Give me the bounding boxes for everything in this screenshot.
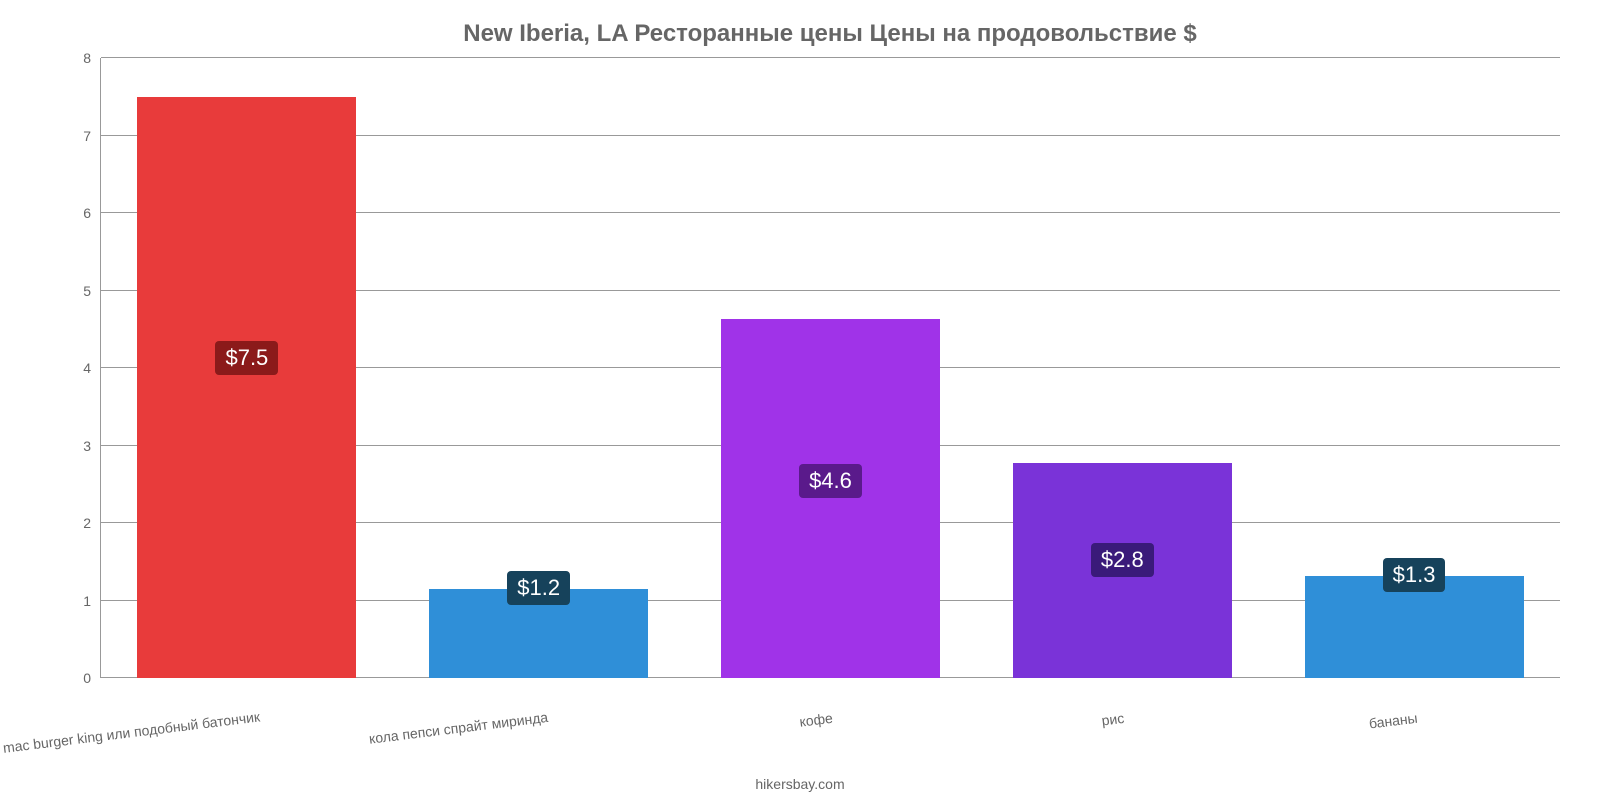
chart-container: New Iberia, LA Ресторанные цены Цены на … <box>0 0 1600 800</box>
bar: $4.6 <box>721 319 940 678</box>
bar-value-label: $7.5 <box>215 341 278 375</box>
bar: $1.2 <box>429 589 648 678</box>
y-tick-label: 2 <box>83 515 101 531</box>
y-tick-label: 1 <box>83 593 101 609</box>
y-tick-label: 4 <box>83 360 101 376</box>
bar-value-label: $1.2 <box>507 571 570 605</box>
chart-title: New Iberia, LA Ресторанные цены Цены на … <box>100 20 1560 48</box>
x-axis-label: кофе <box>799 710 834 730</box>
y-tick-label: 8 <box>83 50 101 66</box>
x-axis-labels: mac burger king или подобный батончиккол… <box>100 710 1560 760</box>
plot-area: 012345678 $7.5$1.2$4.6$2.8$1.3 <box>100 58 1560 678</box>
x-axis-label: бананы <box>1368 710 1418 732</box>
x-axis-label: рис <box>1101 710 1125 729</box>
bar: $2.8 <box>1013 463 1232 678</box>
y-tick-label: 0 <box>83 670 101 686</box>
x-label-slot: бананы <box>1268 710 1560 760</box>
x-label-slot: кофе <box>684 710 976 760</box>
y-tick-label: 3 <box>83 438 101 454</box>
bar-value-label: $2.8 <box>1091 543 1154 577</box>
bar-slot: $2.8 <box>976 58 1268 678</box>
bar-value-label: $4.6 <box>799 464 862 498</box>
bar-slot: $7.5 <box>101 58 393 678</box>
x-label-slot: mac burger king или подобный батончик <box>100 710 392 760</box>
x-axis-label: mac burger king или подобный батончик <box>2 708 261 755</box>
bar-value-label: $1.3 <box>1383 558 1446 592</box>
y-tick-label: 7 <box>83 128 101 144</box>
y-tick-label: 6 <box>83 205 101 221</box>
x-axis-label: кола пепси спрайт миринда <box>368 709 549 747</box>
bar-slot: $1.3 <box>1268 58 1560 678</box>
bar-slot: $1.2 <box>393 58 685 678</box>
y-tick-label: 5 <box>83 283 101 299</box>
x-label-slot: рис <box>976 710 1268 760</box>
bar: $1.3 <box>1305 576 1524 678</box>
x-label-slot: кола пепси спрайт миринда <box>392 710 684 760</box>
attribution-text: hikersbay.com <box>755 776 844 792</box>
bars-group: $7.5 $1.2 $4.6 $2.8 $1.3 <box>101 58 1560 678</box>
bar-slot: $4.6 <box>685 58 977 678</box>
bar: $7.5 <box>137 97 356 678</box>
